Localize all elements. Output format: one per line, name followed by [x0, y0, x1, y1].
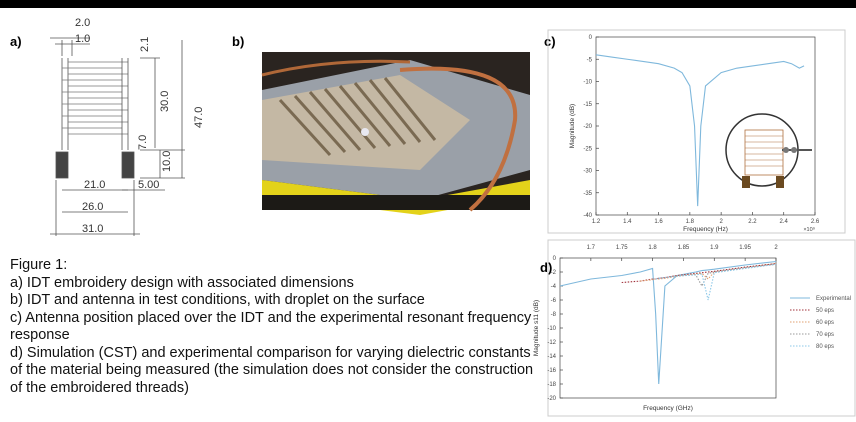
series-line [560, 262, 776, 385]
x-tick-label: 1.6 [654, 219, 663, 225]
dimension-label: 2.0 [75, 17, 90, 29]
x-tick-label: 2.4 [780, 219, 789, 225]
y-tick-label: -15 [583, 102, 592, 108]
x-tick-label: 1.4 [623, 219, 632, 225]
x-tick-label: 2 [774, 245, 778, 251]
y-tick-label: -30 [583, 169, 592, 175]
y-tick-label: -8 [551, 312, 557, 318]
antenna-inset [726, 114, 812, 188]
x-tick-label: 1.8 [648, 245, 657, 251]
y-tick-label: -6 [551, 298, 557, 304]
dimension-label: 2.1 [139, 37, 151, 52]
x-tick-label: 2.6 [811, 219, 820, 225]
y-tick-label: -18 [547, 382, 556, 388]
panel-frame [548, 240, 855, 416]
legend-label: 60 eps [816, 320, 834, 326]
panel-frame [548, 30, 845, 233]
idt-drawing [50, 38, 185, 236]
y-tick-label: -25 [583, 146, 592, 152]
legend-label: 50 eps [816, 308, 834, 314]
y-tick-label: -5 [587, 57, 593, 63]
legend-label: 80 eps [816, 344, 834, 350]
caption-item: d) Simulation (CST) and experimental com… [10, 345, 540, 398]
legend-label: Experimental [816, 296, 851, 302]
y-tick-label: -14 [547, 354, 556, 360]
top-bar [0, 0, 856, 8]
y-axis-label: Magnitude (dB) [569, 104, 576, 148]
series-line [596, 55, 804, 206]
dimension-label: 5.00 [138, 179, 159, 191]
y-tick-label: -35 [583, 191, 592, 197]
dimension-label: 10.0 [161, 151, 173, 172]
y-tick-label: -2 [551, 270, 557, 276]
series-line [653, 264, 776, 286]
x-tick-label: 1.8 [686, 219, 695, 225]
panel-label: a) [10, 34, 22, 49]
photo [262, 52, 530, 215]
x-axis-label: Frequency (Hz) [683, 226, 728, 233]
x-tick-label: 1.75 [616, 245, 628, 251]
y-tick-label: -4 [551, 284, 557, 290]
panel-label: b) [232, 34, 244, 49]
x-tick-label: 2 [719, 219, 723, 225]
dimension-label: 26.0 [82, 201, 103, 213]
y-tick-label: -10 [583, 80, 592, 86]
y-tick-label: 0 [553, 256, 557, 262]
x-tick-label: 1.95 [739, 245, 751, 251]
page: a) b) c) d) 2.0 1.0 2.1 30.0 47.0 7.0 10… [0, 0, 856, 417]
x-tick-label: 1.85 [678, 245, 690, 251]
caption: Figure 1: a) IDT embroidery design with … [10, 257, 540, 397]
y-tick-label: -20 [547, 396, 556, 402]
caption-title: Figure 1: [10, 257, 540, 275]
y-tick-label: -12 [547, 340, 556, 346]
x-tick-label: 2.2 [748, 219, 757, 225]
series-line [656, 264, 776, 300]
dimension-label: 47.0 [193, 107, 205, 128]
caption-item: a) IDT embroidery design with associated… [10, 275, 540, 293]
x-tick-label: 1.2 [592, 219, 601, 225]
y-tick-label: 0 [589, 35, 593, 41]
x-tick-label: 1.9 [710, 245, 719, 251]
dimension-label: 1.0 [75, 33, 90, 45]
plot-frame [596, 37, 815, 215]
y-tick-label: -16 [547, 368, 556, 374]
caption-item: b) IDT and antenna in test conditions, w… [10, 292, 540, 310]
y-tick-label: -20 [583, 124, 592, 130]
panel-label: c) [544, 34, 556, 49]
x-axis-label: Frequency (GHz) [643, 405, 693, 412]
x-multiplier: ×10⁹ [803, 226, 815, 233]
caption-item: c) Antenna position placed over the IDT … [10, 310, 540, 345]
legend-label: 70 eps [816, 332, 834, 338]
dimension-label: 7.0 [137, 135, 149, 150]
dimension-label: 30.0 [159, 91, 171, 112]
dimension-label: 31.0 [82, 223, 103, 235]
y-tick-label: -10 [547, 326, 556, 332]
dimension-label: 21.0 [84, 179, 105, 191]
x-tick-label: 1.7 [587, 245, 596, 251]
